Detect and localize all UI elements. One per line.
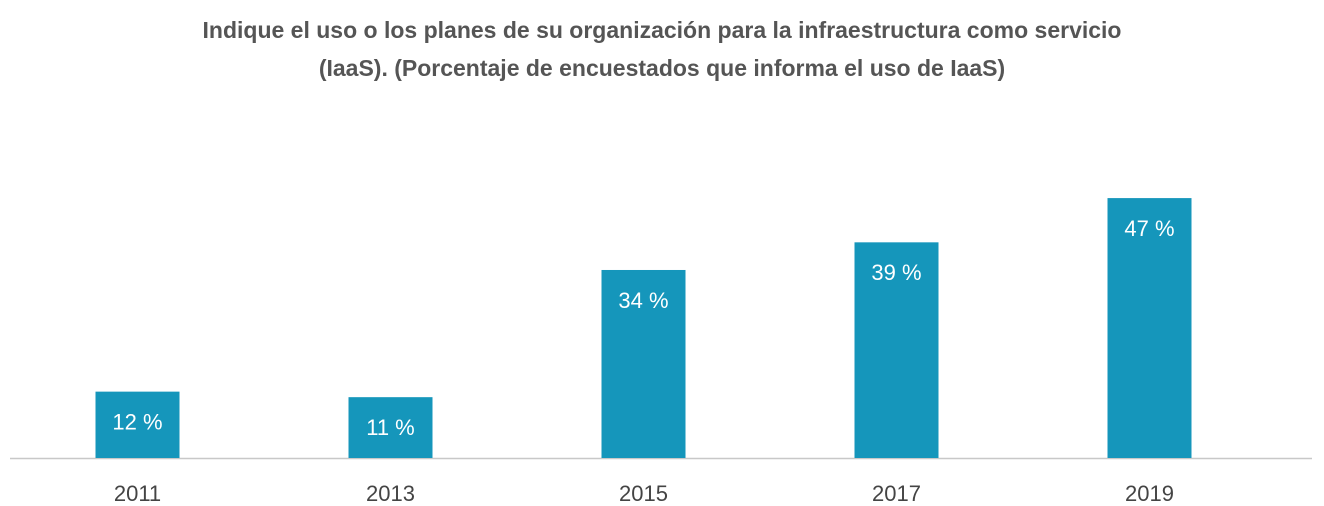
bar [601, 269, 686, 458]
chart-title: Indique el uso o los planes de su organi… [203, 17, 1122, 43]
value-label: 39 % [871, 260, 921, 285]
x-tick-label: 2015 [619, 481, 668, 506]
bar [95, 391, 180, 458]
chart-title: (IaaS). (Porcentaje de encuestados que i… [319, 55, 1005, 81]
x-tick-label: 2013 [366, 481, 415, 506]
bar [1107, 198, 1192, 458]
bar [854, 242, 939, 458]
value-label: 47 % [1124, 216, 1174, 241]
bar [348, 397, 433, 458]
value-label: 34 % [618, 288, 668, 313]
x-tick-label: 2019 [1125, 481, 1174, 506]
value-label: 11 % [366, 415, 415, 440]
x-tick-label: 2017 [872, 481, 921, 506]
value-label: 12 % [112, 409, 162, 434]
x-tick-label: 2011 [114, 481, 161, 506]
